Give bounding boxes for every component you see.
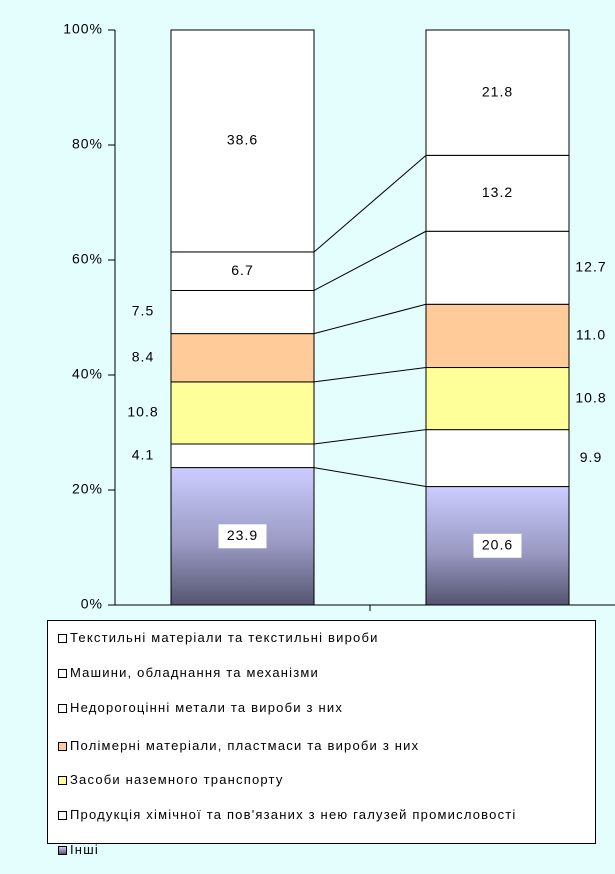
bar-segment: [170, 29, 315, 253]
legend-label: Недорогоцінні метали та вироби з них: [70, 700, 344, 715]
legend-item: Засоби наземного транспорту: [58, 771, 538, 788]
data-label: 20.6: [482, 536, 513, 552]
bar-segment: [170, 289, 315, 335]
bar-segment: [425, 29, 570, 156]
data-label: 13.2: [482, 184, 513, 200]
data-label: 6.7: [231, 262, 253, 278]
legend-item: Полімерні матеріали, пластмаси та вироби…: [58, 737, 538, 754]
data-label: 23.9: [227, 527, 258, 543]
y-tick-label: 60%: [72, 251, 103, 267]
legend-swatch: [58, 776, 67, 785]
y-tick-label: 20%: [72, 481, 103, 497]
data-label: 11.0: [576, 327, 606, 343]
legend-swatch: [58, 846, 67, 855]
bar-segment: [170, 381, 315, 445]
bar-segment: [170, 251, 315, 291]
data-label: 38.6: [227, 132, 258, 148]
legend-item: Текстильні матеріали та текстильні вироб…: [58, 629, 538, 646]
connector: [313, 154, 427, 253]
connector: [313, 367, 427, 383]
connector: [313, 429, 427, 445]
legend-swatch: [58, 669, 67, 678]
data-label: 21.8: [482, 83, 513, 99]
legend-label: Полімерні матеріали, пластмаси та вироби…: [70, 738, 420, 753]
legend: Текстильні матеріали та текстильні вироб…: [47, 620, 596, 857]
bar-segment: [425, 303, 570, 369]
data-label: 9.9: [580, 449, 602, 465]
data-label: 7.5: [132, 303, 154, 319]
legend-item: Продукція хімічної та пов'язаних з нею г…: [58, 806, 538, 823]
data-label: 4.1: [132, 446, 154, 462]
bar-segment: [425, 154, 570, 232]
legend-label: Текстильні матеріали та текстильні вироб…: [70, 630, 379, 645]
legend-item: Машини, обладнання та механізми: [58, 664, 538, 681]
legend-item: Недорогоцінні метали та вироби з них: [58, 699, 538, 716]
legend-label: Засоби наземного транспорту: [70, 772, 284, 787]
bar-segment: [170, 333, 315, 383]
legend-label: Продукція хімічної та пов'язаних з нею г…: [70, 807, 517, 822]
data-label: 10.8: [127, 404, 158, 420]
bar-segment: [170, 443, 315, 469]
legend-label: Інші: [70, 842, 99, 857]
data-label-box: [218, 524, 267, 549]
legend-swatch: [58, 704, 67, 713]
y-tick-label: 80%: [72, 136, 103, 152]
legend-swatch: [58, 742, 67, 751]
data-label: 8.4: [132, 348, 154, 364]
connector: [313, 467, 427, 488]
bar-segment: [425, 367, 570, 431]
data-label: 10.8: [575, 389, 606, 405]
connector: [313, 230, 427, 291]
legend-label: Машини, обладнання та механізми: [70, 665, 320, 680]
bar-segment: [425, 230, 570, 305]
connector: [313, 303, 427, 335]
y-tick-label: 40%: [72, 366, 103, 382]
legend-swatch: [58, 634, 67, 643]
y-tick-label: 100%: [63, 21, 103, 37]
y-tick-label: 0%: [81, 596, 103, 612]
legend-item: Інші: [58, 841, 538, 858]
legend-swatch: [58, 811, 67, 820]
data-label: 12.7: [575, 258, 606, 274]
data-label-box: [473, 533, 522, 558]
bar-segment: [425, 429, 570, 488]
